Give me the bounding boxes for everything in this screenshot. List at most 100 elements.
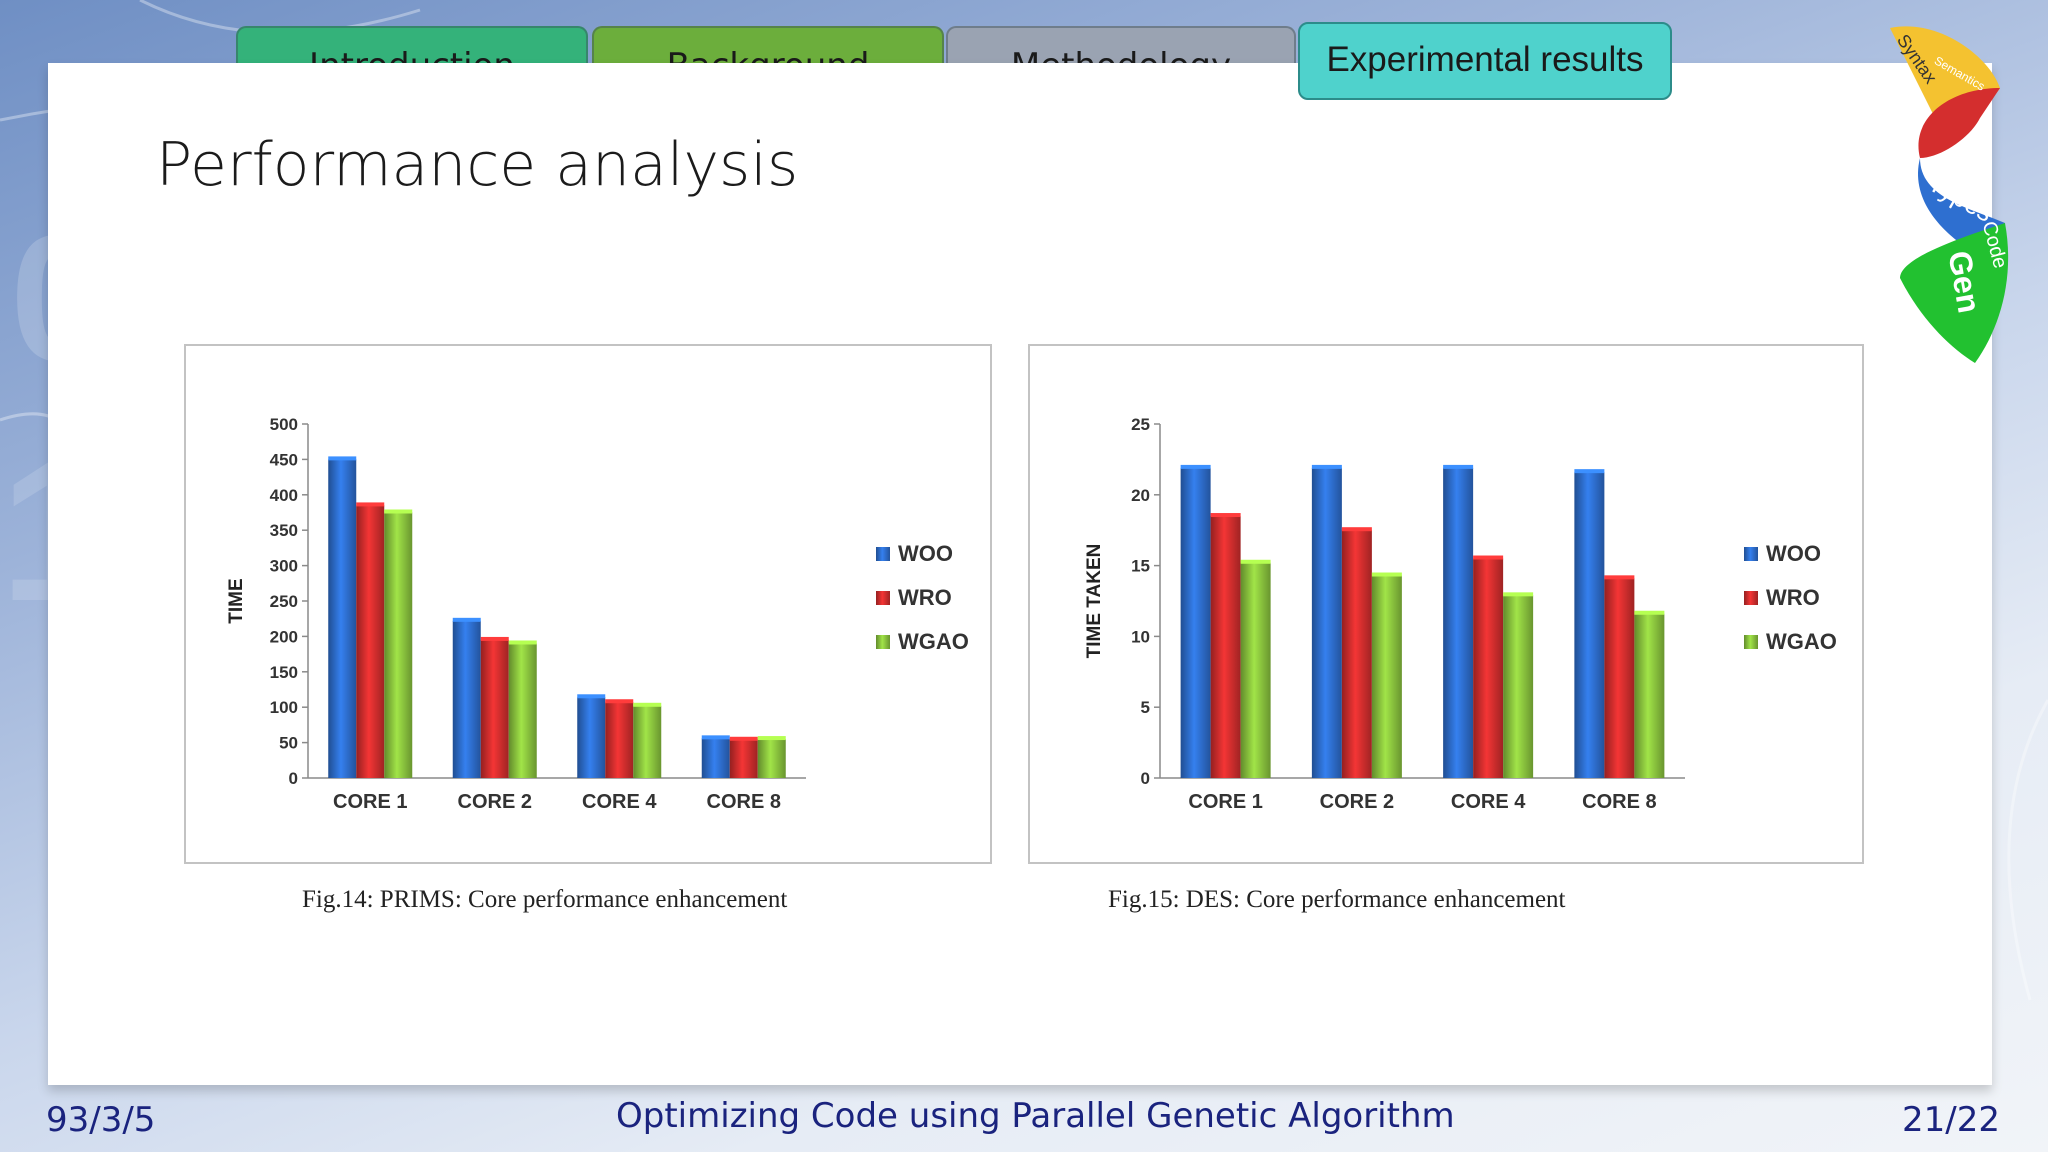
x-tick-label: CORE 8 — [707, 791, 781, 813]
bar-wro-core-8 — [729, 739, 758, 778]
x-tick-label: CORE 4 — [582, 791, 657, 813]
syntax-semantics-types-codegen-logo: Syntax Semantics Types Code Gen — [1890, 26, 2011, 363]
tab-experimental-results[interactable]: Experimental results — [1298, 22, 1672, 100]
y-tick-label: 350 — [270, 521, 298, 540]
y-axis-label: TIME TAKEN — [1084, 544, 1105, 659]
legend-swatch-woo — [1744, 547, 1758, 561]
y-tick-label: 20 — [1131, 486, 1150, 505]
y-tick-label: 200 — [270, 627, 298, 646]
bar-wro-core-1 — [1210, 516, 1241, 778]
figure-caption-des: Fig.15: DES: Core performance enhancemen… — [1108, 886, 1566, 913]
bar-woo-core-8 — [701, 738, 730, 778]
y-tick-label: 50 — [279, 734, 298, 753]
bar-wro-core-8 — [1604, 578, 1635, 778]
y-tick-label: 300 — [270, 557, 298, 576]
bar-top-highlight — [508, 640, 537, 645]
y-tick-label: 100 — [270, 698, 298, 717]
y-tick-label: 10 — [1131, 627, 1150, 646]
bar-wgao-core-4 — [1503, 595, 1534, 778]
bar-top-highlight — [356, 502, 385, 507]
bar-wro-core-4 — [1473, 558, 1504, 778]
y-tick-label: 5 — [1141, 698, 1150, 717]
bar-wgao-core-2 — [1371, 575, 1402, 778]
y-tick-label: 0 — [289, 769, 298, 788]
bar-top-highlight — [1341, 527, 1372, 532]
legend-label-wro: WRO — [1766, 585, 1820, 610]
bar-wro-core-4 — [605, 702, 634, 778]
figure-panel: 0 50 100 150 200 250 300 350 400 450 500 TIME CORE 1… — [176, 340, 1872, 926]
y-tick-label: 150 — [270, 663, 298, 682]
bar-woo-core-4 — [577, 697, 606, 778]
footer-date: 93/3/5 — [46, 1100, 156, 1140]
legend-label-woo: WOO — [1766, 541, 1821, 566]
bar-woo-core-4 — [1443, 467, 1474, 778]
bar-top-highlight — [1574, 469, 1605, 474]
bar-woo-core-1 — [1180, 467, 1211, 778]
bar-top-highlight — [605, 699, 634, 704]
x-tick-label: CORE 1 — [1188, 791, 1262, 813]
legend-swatch-wro — [1744, 591, 1758, 605]
y-tick-label: 25 — [1131, 415, 1150, 434]
y-tick-label: 15 — [1131, 557, 1150, 576]
bar-wgao-core-2 — [508, 643, 537, 778]
bar-woo-core-2 — [452, 620, 481, 778]
bar-woo-core-2 — [1311, 467, 1342, 778]
legend-swatch-woo — [876, 547, 890, 561]
bar-top-highlight — [452, 617, 481, 622]
bar-wro-core-1 — [356, 505, 385, 778]
footer-title: Optimizing Code using Parallel Genetic A… — [616, 1096, 1455, 1136]
legend-swatch-wro — [876, 591, 890, 605]
legend-label-wro: WRO — [898, 585, 952, 610]
bar-top-highlight — [1604, 575, 1635, 580]
bar-top-highlight — [1210, 513, 1241, 518]
x-tick-label: CORE 8 — [1582, 791, 1656, 813]
x-tick-label: CORE 4 — [1451, 791, 1526, 813]
page-title: Performance analysis — [156, 130, 799, 200]
y-axis-label: TIME — [226, 578, 247, 623]
footer-page-number: 21/22 — [1902, 1100, 2000, 1140]
chart-frame-des: 0 5 10 15 20 25 TIME TAKEN CORE 1 CORE 2 CORE 4 CO… — [1028, 344, 1864, 864]
bar-wro-core-2 — [480, 639, 509, 778]
bar-top-highlight — [1180, 464, 1211, 469]
bar-wgao-core-8 — [1634, 613, 1665, 778]
bar-top-highlight — [328, 456, 357, 461]
legend-swatch-wgao — [876, 635, 890, 649]
y-tick-label: 450 — [270, 450, 298, 469]
bar-top-highlight — [1240, 559, 1271, 564]
legend-label-wgao: WGAO — [1766, 629, 1837, 654]
chart-prims: 0 50 100 150 200 250 300 350 400 450 500 TIME CORE 1… — [226, 415, 969, 813]
bar-wgao-core-8 — [757, 739, 786, 778]
x-tick-label: CORE 2 — [458, 791, 532, 813]
bar-top-highlight — [757, 736, 786, 741]
y-tick-label: 250 — [270, 592, 298, 611]
bar-top-highlight — [729, 736, 758, 741]
bar-wgao-core-1 — [384, 512, 413, 778]
chart-des: 0 5 10 15 20 25 TIME TAKEN CORE 1 CORE 2 CORE 4 CO… — [1084, 415, 1837, 813]
chart-frame-prims: 0 50 100 150 200 250 300 350 400 450 500 TIME CORE 1… — [184, 344, 992, 864]
bar-top-highlight — [701, 735, 730, 740]
legend-label-woo: WOO — [898, 541, 953, 566]
bar-top-highlight — [480, 636, 509, 641]
x-tick-label: CORE 1 — [333, 791, 407, 813]
bar-wgao-core-1 — [1240, 562, 1271, 778]
figure-caption-prims: Fig.14: PRIMS: Core performance enhancem… — [302, 886, 788, 913]
bar-top-highlight — [1371, 572, 1402, 577]
bar-top-highlight — [1443, 464, 1474, 469]
bar-top-highlight — [384, 509, 413, 514]
y-tick-label: 500 — [270, 415, 298, 434]
bar-top-highlight — [1311, 464, 1342, 469]
bar-top-highlight — [633, 702, 662, 707]
bar-top-highlight — [577, 694, 606, 699]
bar-woo-core-8 — [1574, 472, 1605, 778]
x-tick-label: CORE 2 — [1320, 791, 1394, 813]
bar-wro-core-2 — [1341, 530, 1372, 778]
bar-top-highlight — [1503, 592, 1534, 597]
legend-swatch-wgao — [1744, 635, 1758, 649]
legend-label-wgao: WGAO — [898, 629, 969, 654]
y-tick-label: 400 — [270, 486, 298, 505]
bar-wgao-core-4 — [633, 705, 662, 778]
tab-label: Experimental results — [1326, 40, 1644, 79]
bar-top-highlight — [1634, 610, 1665, 615]
bar-top-highlight — [1473, 555, 1504, 560]
bar-woo-core-1 — [328, 459, 357, 778]
